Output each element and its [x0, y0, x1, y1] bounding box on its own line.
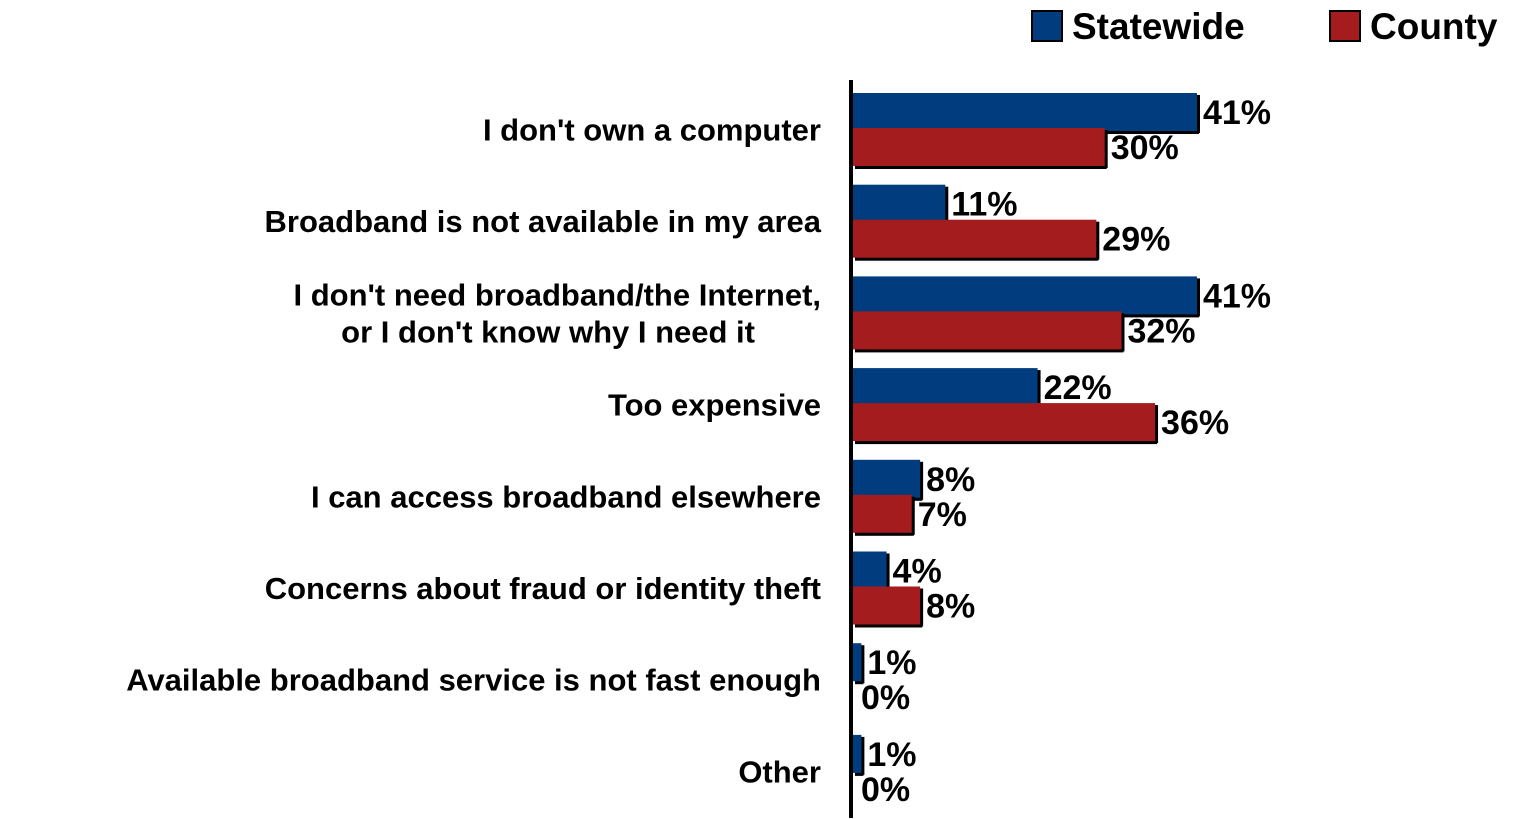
bar-shadow-statewide-4 [919, 461, 924, 500]
value-label-statewide-3: 22% [1044, 369, 1112, 407]
value-label-county-6: 0% [861, 679, 910, 717]
value-label-county-0: 30% [1111, 129, 1179, 167]
value-label-statewide-0: 41% [1203, 94, 1271, 132]
bar-shadow-county-5 [919, 588, 924, 627]
value-label-county-3: 36% [1161, 404, 1229, 442]
bar-county-5 [853, 586, 921, 625]
category-label-5: Concerns about fraud or identity theft [265, 571, 821, 606]
bar-shadow-statewide-1 [944, 186, 949, 225]
value-label-statewide-4: 8% [926, 461, 975, 499]
bar-statewide-2 [853, 276, 1197, 315]
bar-statewide-6 [853, 643, 862, 682]
bar-shadow-bottom-county-3 [855, 440, 1158, 445]
bar-shadow-bottom-county-4 [855, 531, 914, 536]
category-label-2-line-0: I don't need broadband/the Internet, [294, 277, 821, 312]
bar-shadow-bottom-county-2 [855, 348, 1124, 353]
legend-swatch-statewide [1031, 10, 1063, 42]
value-label-county-1: 29% [1102, 221, 1170, 259]
bar-statewide-5 [853, 551, 887, 590]
value-label-county-4: 7% [918, 496, 967, 534]
bar-shadow-county-1 [1095, 221, 1100, 260]
bar-statewide-3 [853, 368, 1038, 407]
bar-shadow-statewide-5 [885, 553, 890, 592]
bar-shadow-statewide-2 [1195, 278, 1200, 317]
bar-shadow-county-3 [1154, 405, 1159, 444]
bar-statewide-4 [853, 459, 921, 498]
bar-county-4 [853, 494, 912, 533]
value-label-statewide-2: 41% [1203, 277, 1271, 315]
bar-shadow-statewide-3 [1036, 370, 1041, 409]
bar-statewide-1 [853, 184, 946, 223]
bar-county-3 [853, 403, 1156, 442]
category-label-4: I can access broadband elsewhere [311, 479, 821, 514]
category-labels: I don't own a computer Broadband is not a… [126, 113, 822, 790]
category-label-7: Other [738, 754, 821, 789]
bar-statewide-0 [853, 93, 1197, 131]
bar-county-0 [853, 128, 1105, 166]
value-label-statewide-5: 4% [893, 553, 942, 591]
bar-shadow-statewide-6 [860, 645, 865, 684]
bar-county-2 [853, 311, 1122, 350]
category-label-6: Available broadband service is not fast … [126, 663, 821, 698]
value-label-statewide-1: 11% [951, 186, 1017, 224]
category-label-3: Too expensive [608, 388, 821, 423]
category-label-1: Broadband is not available in my area [265, 204, 822, 239]
bars [853, 93, 1200, 776]
category-label-2-line-1: or I don't know why I need it [341, 314, 755, 349]
value-label-county-2: 32% [1127, 312, 1195, 350]
bar-shadow-bottom-county-0 [855, 165, 1107, 169]
bar-shadow-county-0 [1103, 130, 1108, 168]
bar-shadow-statewide-0 [1195, 95, 1200, 133]
legend-label-statewide: Statewide [1072, 6, 1245, 47]
value-label-statewide-7: 1% [867, 736, 916, 774]
bar-shadow-bottom-statewide-7 [855, 771, 864, 776]
bar-shadow-statewide-7 [860, 736, 865, 775]
category-label-0: I don't own a computer [483, 113, 821, 148]
value-label-county-7: 0% [861, 771, 910, 809]
bar-shadow-bottom-county-1 [855, 256, 1099, 261]
bar-shadow-bottom-statewide-6 [855, 680, 864, 685]
value-labels: 41%30%11%29%41%32%22%36%8%7%4%8%1%0%1%0% [861, 94, 1271, 809]
bar-shadow-county-4 [910, 496, 915, 535]
legend-swatch-county [1329, 10, 1361, 42]
value-label-county-5: 8% [926, 588, 975, 626]
bar-county-1 [853, 219, 1097, 258]
bar-shadow-bottom-county-5 [855, 623, 923, 628]
bar-shadow-county-2 [1120, 313, 1125, 352]
legend: Statewide County [1031, 6, 1498, 47]
bar-statewide-7 [853, 734, 862, 773]
legend-label-county: County [1370, 6, 1498, 47]
value-label-statewide-6: 1% [867, 644, 916, 682]
